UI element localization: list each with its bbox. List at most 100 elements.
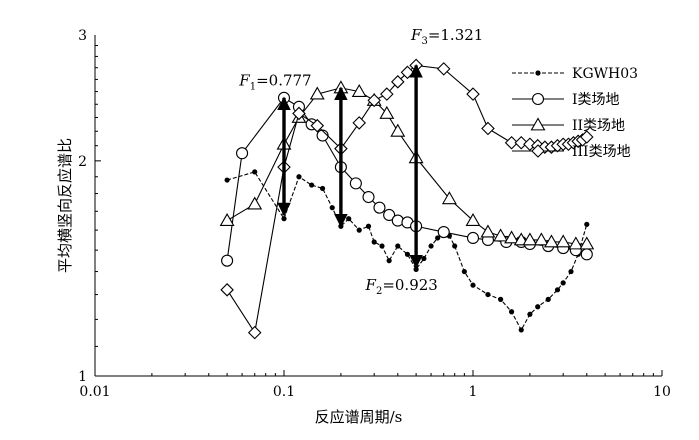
legend-label: KGWH03 bbox=[572, 66, 638, 82]
legend-item: KGWH03 bbox=[512, 66, 638, 82]
data-point bbox=[379, 243, 385, 249]
data-point bbox=[533, 232, 549, 246]
data-point bbox=[346, 216, 352, 222]
x-tick-label: 1 bbox=[469, 384, 478, 400]
y-tick-label: 2 bbox=[78, 154, 87, 170]
data-point bbox=[365, 223, 372, 229]
data-point bbox=[352, 116, 366, 130]
annotation-subscript: 2 bbox=[376, 286, 382, 297]
data-point bbox=[329, 205, 335, 211]
data-point bbox=[236, 147, 249, 160]
annotation-label: F1=0.777 bbox=[238, 71, 311, 92]
data-point bbox=[580, 130, 594, 144]
data-point bbox=[373, 201, 386, 214]
data-point bbox=[309, 86, 325, 100]
data-point bbox=[466, 87, 480, 101]
data-point bbox=[316, 129, 329, 142]
annotation-subscript: 1 bbox=[250, 81, 256, 92]
data-point bbox=[568, 236, 584, 250]
x-axis-label: 反应谱周期/s bbox=[315, 408, 403, 426]
data-point bbox=[220, 283, 234, 297]
data-point bbox=[224, 177, 230, 183]
data-point bbox=[219, 212, 235, 226]
data-point bbox=[395, 243, 401, 249]
data-point bbox=[379, 105, 395, 119]
legend-label: II类场地 bbox=[572, 118, 625, 134]
data-point bbox=[504, 230, 520, 244]
data-point bbox=[391, 75, 405, 89]
annotation-label: F3=1.321 bbox=[410, 26, 483, 47]
data-point bbox=[386, 258, 392, 264]
data-point bbox=[421, 255, 427, 262]
data-point bbox=[543, 234, 559, 248]
data-point bbox=[493, 228, 509, 242]
annotation-F3: F3=1.321 bbox=[409, 26, 483, 269]
data-point bbox=[485, 291, 491, 298]
data-point bbox=[281, 216, 287, 222]
annotation-F2: F2=0.923 bbox=[334, 86, 438, 297]
annotation-symbol: F bbox=[410, 26, 422, 44]
legend-item: I类场地 bbox=[512, 92, 620, 108]
data-point bbox=[504, 135, 519, 150]
data-point bbox=[252, 169, 258, 175]
data-point bbox=[319, 185, 326, 192]
data-point bbox=[530, 117, 546, 131]
data-point bbox=[545, 296, 551, 302]
data-point bbox=[579, 236, 595, 250]
legend-label: I类场地 bbox=[572, 92, 620, 108]
y-axis-label: 平均横竖向反应谱比 bbox=[56, 138, 74, 273]
annotation-symbol: F bbox=[365, 276, 377, 294]
series-1 bbox=[224, 169, 590, 333]
x-tick-label: 0.01 bbox=[79, 384, 110, 400]
annotation-value: =0.777 bbox=[256, 71, 312, 89]
data-point bbox=[498, 296, 504, 302]
data-point bbox=[247, 325, 262, 340]
data-point bbox=[310, 118, 325, 133]
data-point bbox=[466, 231, 480, 245]
data-point bbox=[568, 268, 574, 275]
y-tick-label: 1 bbox=[78, 369, 87, 385]
data-point bbox=[362, 190, 375, 204]
data-point bbox=[480, 224, 496, 238]
data-point bbox=[356, 227, 362, 233]
x-tick-label: 0.1 bbox=[273, 384, 295, 400]
legend-item: II类场地 bbox=[512, 117, 625, 134]
legend-label: III类场地 bbox=[572, 144, 631, 160]
data-point bbox=[535, 70, 541, 76]
data-point bbox=[413, 266, 419, 272]
data-point bbox=[508, 309, 515, 315]
data-point bbox=[437, 226, 450, 239]
data-point bbox=[428, 243, 434, 249]
data-point bbox=[522, 232, 538, 246]
data-point bbox=[470, 282, 476, 288]
data-point bbox=[535, 304, 541, 310]
data-point bbox=[380, 87, 394, 101]
data-point bbox=[247, 196, 263, 210]
data-point bbox=[390, 123, 406, 137]
data-point bbox=[436, 62, 451, 76]
data-point bbox=[349, 177, 362, 190]
data-point bbox=[221, 254, 234, 267]
annotation-F1: F1=0.777 bbox=[238, 71, 312, 217]
legend-item: III类场地 bbox=[512, 144, 631, 160]
data-point bbox=[371, 239, 377, 245]
data-point bbox=[404, 251, 411, 257]
data-point bbox=[391, 214, 404, 227]
data-point bbox=[584, 221, 590, 227]
y-tick-label: 3 bbox=[78, 28, 87, 44]
data-point bbox=[435, 235, 441, 241]
data-point bbox=[554, 287, 561, 293]
legend: KGWH03 I类场地 II类场地 III类场地 bbox=[512, 66, 638, 160]
data-point bbox=[441, 191, 457, 205]
data-point bbox=[367, 93, 381, 108]
data-point bbox=[481, 121, 495, 136]
data-point bbox=[560, 280, 566, 286]
annotation-symbol: F bbox=[238, 71, 250, 89]
data-point bbox=[461, 268, 467, 275]
data-point bbox=[527, 311, 533, 317]
annotation-label: F2=0.923 bbox=[365, 276, 438, 297]
data-point bbox=[555, 234, 571, 248]
data-point bbox=[309, 182, 315, 188]
